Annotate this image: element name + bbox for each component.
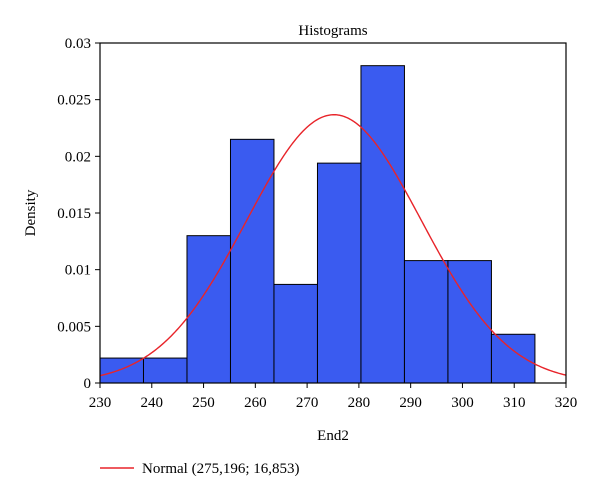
x-tick-label-6: 290 — [399, 395, 422, 411]
x-tick-label-0: 230 — [89, 395, 112, 411]
x-tick-label-2: 250 — [192, 395, 215, 411]
histogram-bar-7 — [403, 260, 449, 384]
x-tick-label-5: 280 — [348, 395, 371, 411]
y-tick-label-1: 0.005 — [57, 319, 91, 335]
y-tick-label-6: 0.03 — [65, 36, 91, 52]
y-tick-label-2: 0.01 — [65, 263, 91, 279]
legend-label: Normal (275,196; 16,853) — [142, 461, 299, 477]
histogram-bar-6 — [360, 65, 405, 384]
x-axis: 230 240 250 260 270 280 290 300 310 320 — [89, 383, 578, 411]
histogram-bars — [99, 65, 536, 384]
x-tick-label-1: 240 — [141, 395, 164, 411]
legend: Normal (275,196; 16,853) — [100, 461, 299, 477]
normal-curve — [99, 114, 567, 377]
x-tick-label-9: 320 — [555, 395, 578, 411]
histogram-bar-3 — [229, 138, 275, 384]
y-tick-label-3: 0.015 — [57, 206, 91, 222]
histogram-bar-5 — [316, 162, 362, 384]
y-axis-label: Density — [23, 189, 39, 236]
y-tick-label-5: 0.025 — [57, 93, 91, 109]
y-axis: 0 0.005 0.01 0.015 0.02 0.025 0.03 — [57, 36, 100, 392]
histogram-bar-1 — [142, 357, 188, 384]
histogram-bar-4 — [273, 283, 318, 384]
x-tick-label-7: 300 — [451, 395, 474, 411]
x-tick-label-8: 310 — [503, 395, 526, 411]
x-axis-label: End2 — [317, 428, 349, 444]
chart-title: Histograms — [298, 23, 367, 39]
x-tick-label-3: 260 — [244, 395, 267, 411]
y-tick-label-0: 0 — [84, 376, 92, 392]
y-tick-label-4: 0.02 — [65, 149, 91, 165]
histogram-bar-9 — [490, 333, 536, 384]
x-tick-label-4: 270 — [296, 395, 319, 411]
